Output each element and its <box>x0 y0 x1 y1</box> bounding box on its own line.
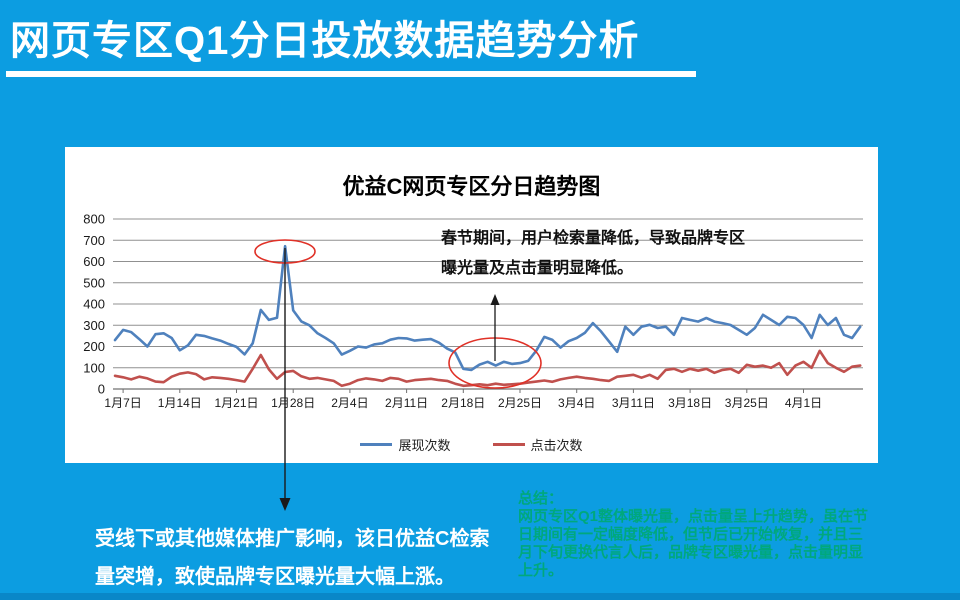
chart-annotation-line2: 曝光量及点击量明显降低。 <box>441 260 634 277</box>
svg-text:3月11日: 3月11日 <box>612 396 655 410</box>
svg-text:2月25日: 2月25日 <box>498 396 542 410</box>
peak-callout-text: 受线下或其他媒体推广影响，该日优益C检索量突增，致使品牌专区曝光量大幅上涨。 <box>95 528 490 588</box>
svg-text:1月21日: 1月21日 <box>214 396 258 410</box>
legend-label-clicks: 点击次数 <box>530 438 583 453</box>
svg-text:0: 0 <box>98 382 105 397</box>
legend-item-impressions: 展现次数 <box>360 435 451 454</box>
chart-panel: 0 100 200 300 400 500 600 700 800 1月7日 1月14日 1月21日 1… <box>65 147 878 463</box>
legend-line-red-icon <box>492 443 525 446</box>
chart-title: 优益C网页专区分日趋势图 <box>342 174 601 199</box>
legend-item-clicks: 点击次数 <box>492 435 583 454</box>
svg-text:1月7日: 1月7日 <box>104 396 141 410</box>
svg-text:600: 600 <box>83 254 105 269</box>
svg-text:500: 500 <box>83 275 105 290</box>
svg-text:3月4日: 3月4日 <box>558 396 595 410</box>
svg-text:100: 100 <box>83 360 105 375</box>
svg-text:2月18日: 2月18日 <box>441 396 485 410</box>
svg-text:1月14日: 1月14日 <box>158 396 202 410</box>
svg-text:1月28日: 1月28日 <box>271 396 315 410</box>
page-title: 网页专区Q1分日投放数据趋势分析 <box>10 19 640 63</box>
svg-text:2月11日: 2月11日 <box>385 396 428 410</box>
chart-annotation-line1: 春节期间，用户检索量降低，导致品牌专区 <box>441 230 746 247</box>
summary-body: 网页专区Q1整体曝光量，点击量呈上升趋势，虽在节日期间有一定幅度降低，但节后已开… <box>518 508 869 579</box>
title-underline <box>6 71 696 77</box>
svg-text:300: 300 <box>83 318 105 333</box>
svg-text:3月25日: 3月25日 <box>725 396 769 410</box>
chart-legend: 展现次数 点击次数 <box>65 435 878 454</box>
trend-line-chart: 0 100 200 300 400 500 600 700 800 1月7日 1月14日 1月21日 1… <box>83 212 863 410</box>
svg-text:3月18日: 3月18日 <box>668 396 712 410</box>
summary-block: 总结： 网页专区Q1整体曝光量，点击量呈上升趋势，虽在节日期间有一定幅度降低，但… <box>518 490 868 580</box>
svg-text:200: 200 <box>83 339 105 354</box>
svg-text:800: 800 <box>83 212 105 227</box>
svg-text:400: 400 <box>83 297 105 312</box>
summary-heading: 总结： <box>518 490 564 507</box>
legend-line-blue-icon <box>360 443 393 446</box>
legend-label-impressions: 展现次数 <box>398 438 451 453</box>
svg-text:4月1日: 4月1日 <box>785 396 822 410</box>
chart-annotation: 春节期间，用户检索量降低，导致品牌专区 曝光量及点击量明显降低。 <box>441 224 781 284</box>
bottom-strip <box>0 593 960 600</box>
svg-text:700: 700 <box>83 233 105 248</box>
svg-text:2月4日: 2月4日 <box>331 396 368 410</box>
